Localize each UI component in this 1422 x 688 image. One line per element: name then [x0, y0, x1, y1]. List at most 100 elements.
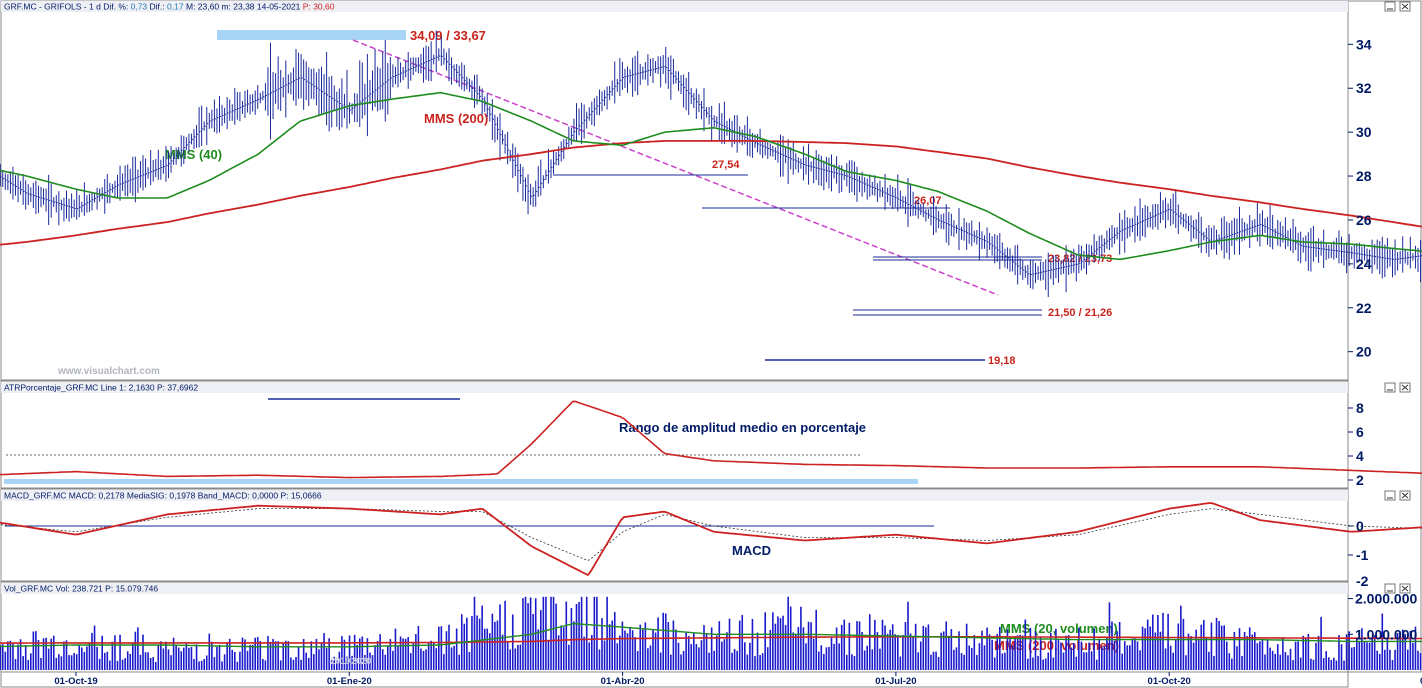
- macd-band-label: Band_MACD:: [198, 491, 250, 501]
- macd-label: MACD:: [69, 491, 96, 501]
- price-y-tick: 32: [1356, 80, 1372, 96]
- atr-base-highlight: [4, 479, 918, 484]
- atr-y-tick: 8: [1356, 400, 1364, 416]
- atr-plot: [0, 400, 1422, 479]
- price-bars: [0, 30, 1422, 298]
- macd-y-tick: -2: [1356, 573, 1369, 589]
- svg-text:Vol_GRF.MC Vol: 238.721 P: 15.: Vol_GRF.MC Vol: 238.721 P: 15.079.746: [4, 584, 158, 594]
- vol-mms20-line: [0, 623, 1422, 648]
- macd-p-label: P:: [280, 491, 288, 501]
- macd-plot: [0, 502, 1422, 577]
- x-tick: 01-Abr-20: [601, 676, 645, 687]
- price-y-tick: 34: [1356, 36, 1372, 52]
- header-m2-label: m:: [221, 2, 230, 12]
- header-m: 23,60: [198, 2, 220, 12]
- window-buttons: [1384, 1, 1411, 594]
- label-21-50: 21,50 / 21,26: [1048, 307, 1112, 319]
- label-23-82: 23,82 / 23,73: [1048, 253, 1112, 265]
- header-symbol: GRF.MC - GRIFOLS - 1 d: [4, 2, 101, 12]
- price-y-tick: 28: [1356, 168, 1372, 184]
- vol-val: 238.721: [72, 584, 103, 594]
- macd-y-tick: -1: [1356, 547, 1369, 563]
- atr-minimize-button[interactable]: [1384, 382, 1396, 393]
- label-mms200: MMS (200): [424, 111, 488, 126]
- vol-minimize-button[interactable]: [1384, 583, 1396, 594]
- price-y-tick: 26: [1356, 212, 1372, 228]
- header-m-label: M:: [186, 2, 195, 12]
- vol-mms20-label: MMS (20, volumen): [1000, 621, 1118, 636]
- atr-line: 2,1630: [129, 383, 155, 393]
- label-mms40: MMS (40): [165, 147, 222, 162]
- header-price: GRF.MC - GRIFOLS - 1 d Dif. %: 0,73 Dif.…: [1, 1, 1348, 12]
- header-dif-pct-label: Dif. %:: [103, 2, 128, 12]
- macd-sig: 0,1978: [169, 491, 195, 501]
- header-dif-label: Dif.:: [150, 2, 165, 12]
- label-high: 34,09 / 33,67: [410, 28, 486, 43]
- vol-close-button[interactable]: [1399, 583, 1411, 594]
- year-label: 2020: [351, 656, 371, 666]
- header-p: 30,60: [313, 2, 335, 12]
- atr-title: Rango de amplitud medio en porcentaje: [619, 420, 866, 435]
- atr-y-tick: 2: [1356, 472, 1364, 488]
- atr-p: 37,6962: [167, 383, 198, 393]
- price-close-button[interactable]: [1399, 1, 1411, 12]
- price-y-tick: 22: [1356, 300, 1372, 316]
- x-tick: 01-Oct-19: [54, 676, 97, 687]
- macd-val: 0,2178: [98, 491, 124, 501]
- trendline: [352, 39, 999, 296]
- header-atr: ATRPorcentaje_GRF.MC Line 1: 2,1630 P: 3…: [1, 382, 1348, 393]
- macd-y-tick: 0: [1356, 518, 1364, 534]
- vol-p-label: P:: [105, 584, 113, 594]
- macd-title: MACD: [732, 543, 771, 558]
- atr-line: [0, 400, 1422, 479]
- macd-band: 0,0000: [252, 491, 278, 501]
- svg-text:ATRPorcentaje_GRF.MC Line 1: 2: ATRPorcentaje_GRF.MC Line 1: 2,1630 P: 3…: [4, 383, 198, 393]
- svg-text:MACD_GRF.MC MACD: 0,2178 Media: MACD_GRF.MC MACD: 0,2178 MediaSIG: 0,197…: [4, 491, 322, 501]
- svg-text:GRF.MC - GRIFOLS - 1 d Dif. %:: GRF.MC - GRIFOLS - 1 d Dif. %: 0,73 Dif.…: [4, 2, 335, 12]
- label-19-18: 19,18: [988, 355, 1016, 367]
- vol-name: Vol_GRF.MC: [4, 584, 53, 594]
- year-label: 2019: [330, 656, 350, 666]
- mms200-line: [0, 140, 1422, 246]
- header-macd: MACD_GRF.MC MACD: 0,2178 MediaSIG: 0,197…: [1, 490, 1348, 501]
- header-vol: Vol_GRF.MC Vol: 238.721 P: 15.079.746: [1, 583, 1348, 594]
- macd-p: 15,0666: [291, 491, 322, 501]
- macd-close-button[interactable]: [1399, 490, 1411, 501]
- price-minimize-button[interactable]: [1384, 1, 1396, 12]
- vol-y-tick: 2.000.000: [1355, 591, 1417, 607]
- header-p-label: P:: [303, 2, 311, 12]
- header-m2: 23,38: [233, 2, 255, 12]
- macd-name: MACD_GRF.MC: [4, 491, 66, 501]
- header-date: 14-05-2021: [257, 2, 301, 12]
- price-y-tick: 30: [1356, 124, 1372, 140]
- label-26-07: 26,07: [914, 195, 942, 207]
- macd-minimize-button[interactable]: [1384, 490, 1396, 501]
- price-y-tick: 20: [1356, 344, 1372, 360]
- atr-annotations: Rango de amplitud medio en porcentaje: [4, 398, 918, 484]
- vol-y-tick: 1.000.000: [1355, 626, 1417, 642]
- atr-close-button[interactable]: [1399, 382, 1411, 393]
- axes: 343230282624222086420-1-22.000.0001.000.…: [54, 36, 1422, 687]
- macd-line: [0, 502, 1422, 577]
- high-highlight: [217, 30, 406, 40]
- price-plot: [0, 30, 1422, 298]
- atr-p-label: P:: [157, 383, 165, 393]
- price-annotations: 34,09 / 33,67 27,54 26,07 23,82 / 23,73 …: [57, 28, 1112, 377]
- x-tick: 01-Jul-20: [875, 676, 916, 687]
- mms40-line: [0, 91, 1422, 261]
- macd-sig-label: MediaSIG:: [127, 491, 167, 501]
- label-27-54: 27,54: [712, 159, 740, 171]
- price-y-tick: 24: [1356, 256, 1372, 272]
- atr-line-label: Line 1:: [101, 383, 127, 393]
- header-dif-pct: 0,73: [131, 2, 148, 12]
- x-tick: 01-Ene-21: [1420, 676, 1422, 687]
- header-dif: 0,17: [167, 2, 184, 12]
- atr-y-tick: 4: [1356, 448, 1364, 464]
- atr-y-tick: 6: [1356, 424, 1364, 440]
- volume-plot: [0, 596, 1422, 670]
- vol-label: Vol:: [56, 584, 70, 594]
- atr-name: ATRPorcentaje_GRF.MC: [4, 383, 98, 393]
- x-tick: 01-Oct-20: [1148, 676, 1191, 687]
